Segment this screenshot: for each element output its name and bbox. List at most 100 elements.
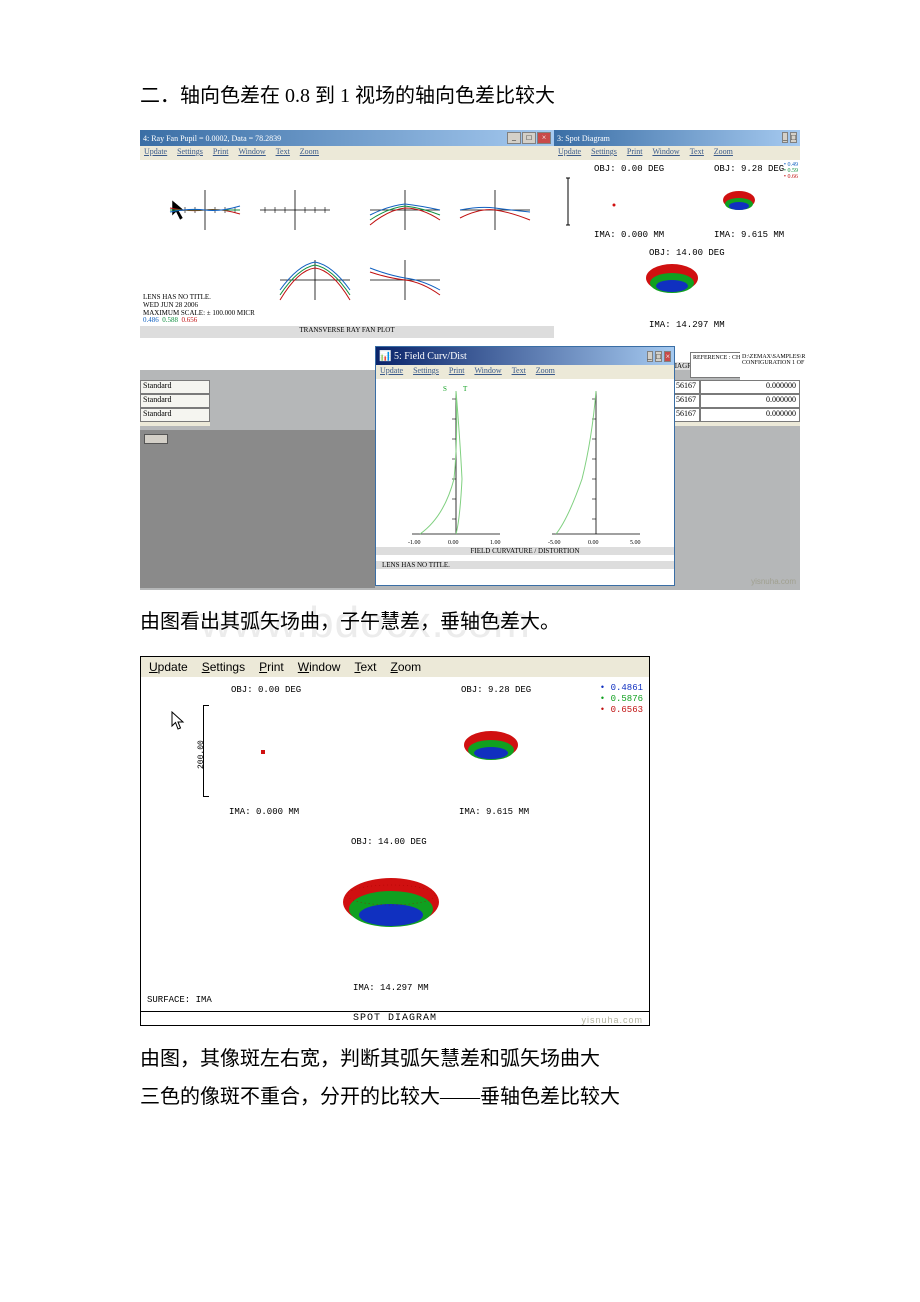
menu-settings[interactable]: Settings bbox=[202, 660, 245, 674]
svg-text:0.00: 0.00 bbox=[588, 540, 599, 546]
mid-paragraph: 由图看出其弧矢场曲，子午慧差，垂轴色差大。 bbox=[140, 606, 820, 638]
table-row[interactable]: Standard bbox=[140, 394, 210, 408]
cell[interactable]: 0.000000 bbox=[700, 408, 800, 422]
titlebar-fc[interactable]: 📊 5: Field Curv/Dist _ □ × bbox=[376, 347, 674, 365]
menubar: Update Settings Print Window Text Zoom bbox=[141, 657, 649, 677]
table-left-col: Standard Standard Standard bbox=[140, 380, 210, 426]
close-button[interactable]: × bbox=[664, 351, 671, 362]
spot-plot-area: • 0.49 • 0.59 • 0.66 OBJ: 0.00 DEG OBJ: … bbox=[554, 160, 800, 370]
titlebar-spot[interactable]: 3: Spot Diagram _ □ bbox=[554, 130, 800, 146]
wl-blue: 0.486 bbox=[143, 316, 159, 324]
watermark: yisnuha.com bbox=[751, 577, 796, 586]
fc-bottom-title: FIELD CURVATURE / DISTORTION bbox=[376, 547, 674, 555]
title-text: 📊 5: Field Curv/Dist bbox=[379, 351, 467, 362]
window-spot-small: 3: Spot Diagram _ □ Update Settings Prin… bbox=[554, 130, 800, 370]
table-row[interactable]: Standard bbox=[140, 380, 210, 394]
cell[interactable]: 0.000000 bbox=[700, 394, 800, 408]
minimize-button[interactable]: _ bbox=[647, 351, 653, 362]
maximize-button[interactable]: □ bbox=[790, 132, 797, 143]
ima-label-1: IMA: 0.000 MM bbox=[594, 230, 664, 240]
menu-text[interactable]: Text bbox=[690, 147, 704, 159]
legend-red: • 0.66 bbox=[784, 174, 798, 180]
svg-text:0.00: 0.00 bbox=[448, 540, 459, 546]
fc-svg: S T -1.000.001.00 MILLIMETERS -5.000.005… bbox=[376, 379, 676, 554]
fc-bottom-subtitle: LENS HAS NO TITLE. bbox=[376, 561, 674, 569]
obj-label-3: OBJ: 14.00 DEG bbox=[351, 837, 427, 847]
maximize-button[interactable]: □ bbox=[522, 132, 536, 144]
legend: • 0.49 • 0.59 • 0.66 bbox=[784, 162, 798, 180]
menu-window[interactable]: Window bbox=[298, 660, 341, 674]
obj-label-1: OBJ: 0.00 DEG bbox=[594, 164, 664, 174]
zemax-composite-screenshot: 4: Ray Fan Pupil = 0.0002, Data = 78.283… bbox=[140, 130, 800, 590]
menu-zoom[interactable]: Zoom bbox=[300, 147, 319, 159]
rayfan-bottom-title: TRANSVERSE RAY FAN PLOT bbox=[140, 326, 554, 338]
scrollbar-thumb[interactable] bbox=[144, 434, 168, 444]
menu-text[interactable]: Text bbox=[512, 366, 526, 378]
obj-label-2: OBJ: 9.28 DEG bbox=[714, 164, 784, 174]
fc-plot-area: S T -1.000.001.00 MILLIMETERS -5.000.005… bbox=[376, 379, 674, 569]
menu-print[interactable]: Print bbox=[259, 660, 284, 674]
svg-text:5.00: 5.00 bbox=[630, 540, 641, 546]
watermark: yisnuha.com bbox=[581, 1015, 643, 1025]
spot-diagram-large: Update Settings Print Window Text Zoom •… bbox=[140, 656, 650, 1026]
svg-text:-5.00: -5.00 bbox=[548, 540, 561, 546]
menu-zoom[interactable]: Zoom bbox=[536, 366, 555, 378]
menu-print[interactable]: Print bbox=[627, 147, 643, 159]
svg-text:1.00: 1.00 bbox=[490, 540, 501, 546]
menubar: Update Settings Print Window Text Zoom bbox=[554, 146, 800, 160]
gray-bg-area bbox=[140, 430, 375, 588]
bottom-line-2: 三色的像斑不重合，分开的比较大——垂轴色差比较大 bbox=[140, 1078, 820, 1116]
menu-settings[interactable]: Settings bbox=[591, 147, 617, 159]
rayfan-info: LENS HAS NO TITLE. WED JUN 28 2006 MAXIM… bbox=[140, 293, 258, 326]
table-row[interactable]: Standard bbox=[140, 408, 210, 422]
window-controls: _ □ bbox=[782, 133, 797, 143]
bottom-text: SPOT DIAGRAM bbox=[353, 1013, 437, 1024]
title-text: 4: Ray Fan Pupil = 0.0002, Data = 78.283… bbox=[143, 134, 281, 143]
menu-zoom[interactable]: Zoom bbox=[390, 660, 421, 674]
heading-2: 二．轴向色差在 0.8 到 1 视场的轴向色差比较大 bbox=[140, 80, 820, 112]
menu-text[interactable]: Text bbox=[276, 147, 290, 159]
maximize-button[interactable]: □ bbox=[655, 351, 662, 362]
spot-bottom-title: SPOT DIAGRAM yisnuha.com bbox=[141, 1011, 649, 1025]
ima-label-1: IMA: 0.000 MM bbox=[229, 807, 299, 817]
document-page: 二．轴向色差在 0.8 到 1 视场的轴向色差比较大 4: Ray Fan Pu… bbox=[0, 0, 920, 1156]
menu-update[interactable]: Update bbox=[149, 660, 188, 674]
menu-settings[interactable]: Settings bbox=[413, 366, 439, 378]
wl-green: 0.588 bbox=[162, 316, 178, 324]
menu-update[interactable]: Update bbox=[380, 366, 403, 378]
t-label: T bbox=[463, 385, 468, 393]
obj-label-3: OBJ: 14.00 DEG bbox=[649, 248, 725, 258]
rayfan-plot-area: LENS HAS NO TITLE. WED JUN 28 2006 MAXIM… bbox=[140, 160, 554, 338]
ima-label-2: IMA: 9.615 MM bbox=[459, 807, 529, 817]
menu-window[interactable]: Window bbox=[474, 366, 501, 378]
spot-plot-area: • 0.4861 • 0.5876 • 0.6563 OBJ: 0.00 DEG… bbox=[141, 677, 649, 1025]
minimize-button[interactable]: _ bbox=[782, 132, 788, 143]
config-num: CONFIGURATION 1 OF bbox=[742, 360, 808, 366]
window-controls: _ □ × bbox=[647, 351, 671, 362]
close-button[interactable]: × bbox=[537, 132, 551, 144]
cell[interactable]: 0.000000 bbox=[700, 380, 800, 394]
surface-label: SURFACE: IMA bbox=[147, 995, 212, 1005]
menu-window[interactable]: Window bbox=[652, 147, 679, 159]
menubar: Update Settings Print Window Text Zoom bbox=[140, 146, 554, 160]
ima-label-3: IMA: 14.297 MM bbox=[353, 983, 429, 993]
ima-label-3: IMA: 14.297 MM bbox=[649, 320, 725, 330]
menu-update[interactable]: Update bbox=[558, 147, 581, 159]
minimize-button[interactable]: _ bbox=[507, 132, 521, 144]
menu-print[interactable]: Print bbox=[449, 366, 465, 378]
menu-print[interactable]: Print bbox=[213, 147, 229, 159]
menu-window[interactable]: Window bbox=[238, 147, 265, 159]
svg-text:-1.00: -1.00 bbox=[408, 540, 421, 546]
title-text: 3: Spot Diagram bbox=[557, 134, 610, 143]
window-field-curv: 📊 5: Field Curv/Dist _ □ × Update Settin… bbox=[375, 346, 675, 586]
mid-text: 由图看出其弧矢场曲，子午慧差，垂轴色差大。 bbox=[140, 611, 560, 633]
wl-red: 0.656 bbox=[182, 316, 198, 324]
window-controls: _ □ × bbox=[507, 132, 551, 144]
ima-label-2: IMA: 9.615 MM bbox=[714, 230, 784, 240]
menu-settings[interactable]: Settings bbox=[177, 147, 203, 159]
menu-zoom[interactable]: Zoom bbox=[714, 147, 733, 159]
menu-update[interactable]: Update bbox=[144, 147, 167, 159]
menu-text[interactable]: Text bbox=[354, 660, 376, 674]
titlebar-rayfan[interactable]: 4: Ray Fan Pupil = 0.0002, Data = 78.283… bbox=[140, 130, 554, 146]
menubar: Update Settings Print Window Text Zoom bbox=[376, 365, 674, 379]
